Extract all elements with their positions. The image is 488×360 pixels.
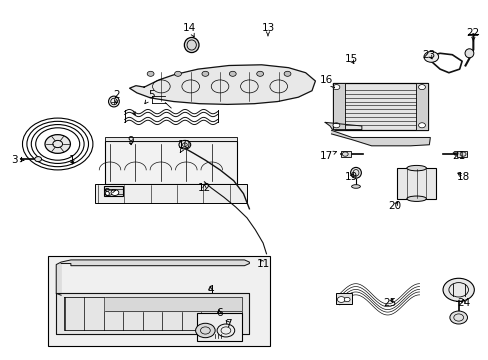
Circle shape	[332, 123, 339, 128]
Circle shape	[284, 71, 290, 76]
Polygon shape	[56, 260, 249, 295]
Text: 7: 7	[225, 319, 232, 329]
Circle shape	[174, 71, 181, 76]
Ellipse shape	[351, 185, 360, 188]
Text: 17: 17	[319, 150, 336, 161]
Text: 6: 6	[215, 308, 222, 318]
Ellipse shape	[406, 196, 426, 201]
Text: 16: 16	[319, 75, 334, 88]
Text: 9: 9	[127, 136, 134, 146]
Circle shape	[35, 157, 41, 162]
Text: 15: 15	[344, 54, 357, 64]
Circle shape	[202, 71, 208, 76]
Bar	[456, 151, 466, 157]
Text: 4: 4	[206, 285, 213, 295]
Text: 5: 5	[144, 90, 155, 104]
Text: 22: 22	[466, 28, 479, 41]
Circle shape	[111, 190, 119, 195]
Circle shape	[449, 311, 467, 324]
Text: 1: 1	[69, 155, 76, 165]
Circle shape	[45, 135, 70, 153]
Circle shape	[332, 85, 339, 90]
Text: 2: 2	[113, 90, 120, 104]
Bar	[105, 141, 237, 184]
Text: 8: 8	[103, 188, 116, 198]
Circle shape	[442, 278, 473, 301]
Bar	[332, 83, 344, 130]
Text: 3: 3	[11, 155, 24, 165]
Ellipse shape	[406, 165, 426, 171]
Bar	[396, 168, 435, 199]
Text: 19: 19	[344, 172, 357, 182]
Bar	[104, 186, 122, 196]
Circle shape	[418, 85, 425, 90]
Bar	[415, 83, 427, 130]
Ellipse shape	[464, 49, 473, 58]
Circle shape	[147, 71, 154, 76]
Circle shape	[418, 123, 425, 128]
Text: 11: 11	[256, 258, 269, 269]
Circle shape	[195, 323, 215, 338]
Circle shape	[344, 297, 349, 302]
Bar	[105, 184, 237, 188]
Circle shape	[229, 71, 236, 76]
Polygon shape	[325, 122, 361, 130]
Text: 12: 12	[197, 183, 211, 193]
Circle shape	[179, 140, 190, 149]
Text: 24: 24	[456, 298, 469, 308]
Text: 13: 13	[261, 23, 274, 36]
Bar	[48, 256, 270, 346]
Text: 20: 20	[388, 201, 401, 211]
Text: 23: 23	[422, 50, 435, 60]
Ellipse shape	[184, 37, 199, 53]
Circle shape	[423, 51, 438, 62]
Bar	[336, 293, 351, 304]
Ellipse shape	[108, 96, 119, 107]
Circle shape	[104, 190, 112, 195]
Text: 25: 25	[383, 298, 396, 308]
Bar	[105, 137, 237, 141]
Circle shape	[337, 297, 345, 302]
Text: 14: 14	[183, 23, 196, 37]
Text: 18: 18	[456, 172, 469, 182]
Ellipse shape	[350, 167, 361, 178]
Bar	[95, 184, 246, 203]
Text: 21: 21	[451, 150, 465, 161]
Polygon shape	[56, 293, 249, 334]
Text: 10: 10	[178, 140, 191, 153]
Circle shape	[256, 71, 263, 76]
Bar	[196, 313, 241, 341]
Polygon shape	[129, 65, 315, 104]
Bar	[104, 189, 122, 194]
Polygon shape	[105, 297, 242, 311]
Bar	[332, 83, 427, 130]
Polygon shape	[331, 130, 429, 146]
Bar	[341, 151, 350, 157]
